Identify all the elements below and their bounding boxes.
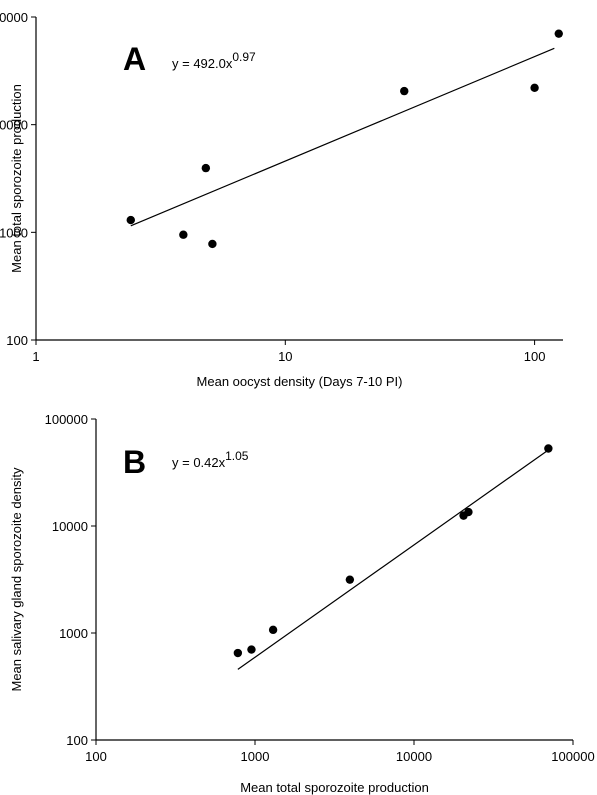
panel-a-x-tick-label: 10 bbox=[278, 349, 292, 364]
panel-a-ticks: 100 1000 10000 100000 1 10 100 bbox=[0, 10, 545, 364]
panel-a-x-axis-title: Mean oocyst density (Days 7-10 PI) bbox=[197, 374, 403, 389]
panel-a-fit-line bbox=[130, 47, 555, 227]
panel-a-equation-exponent: 0.97 bbox=[232, 50, 256, 64]
panel-b-equation-base: y = 0.42x bbox=[172, 455, 226, 470]
panel-b-x-tick-label: 1000 bbox=[241, 749, 270, 764]
panel-b-data-point bbox=[247, 645, 256, 654]
panel-b-x-tick-label: 100000 bbox=[551, 749, 594, 764]
panel-a-equation-base: y = 492.0x bbox=[172, 56, 233, 71]
panel-b-points bbox=[233, 444, 553, 658]
panel-a-points bbox=[126, 29, 563, 249]
panel-b-ticks: 100 1000 10000 100000 100 1000 10000 100000 bbox=[45, 412, 595, 764]
panel-a-y-tick-label: 1000 bbox=[0, 225, 28, 240]
panel-a-data-point bbox=[208, 239, 217, 249]
panel-a-data-point bbox=[400, 86, 409, 96]
panel-a-data-point bbox=[179, 230, 188, 239]
panel-b-data-point bbox=[544, 444, 553, 453]
panel-b-y-tick-label: 1000 bbox=[59, 626, 88, 641]
panel-b-x-tick-label: 10000 bbox=[396, 749, 432, 764]
panel-b-data-point bbox=[268, 625, 278, 635]
panel-a-data-point bbox=[530, 83, 539, 92]
panel-b-equation-exponent: 1.05 bbox=[225, 449, 249, 463]
panel-b-y-tick-label: 100000 bbox=[45, 412, 88, 427]
panel-b-fit-line bbox=[237, 449, 549, 670]
panel-a-y-tick-label: 100000 bbox=[0, 10, 28, 25]
panel-b-fit-group bbox=[237, 449, 549, 670]
panel-a-y-tick-label: 10000 bbox=[0, 118, 28, 133]
panel-b-data-point bbox=[345, 575, 355, 584]
panel-a: 100 1000 10000 100000 1 10 100 A y = 492.0x0.9… bbox=[0, 10, 563, 389]
panel-a-x-tick-label: 1 bbox=[32, 349, 39, 364]
panel-a-data-point bbox=[201, 163, 211, 173]
panel-b-data-point bbox=[233, 648, 243, 658]
panel-b-data-point bbox=[464, 507, 473, 517]
panel-a-y-tick-label: 100 bbox=[6, 333, 28, 348]
panel-b-y-tick-label: 10000 bbox=[52, 519, 88, 534]
panel-b: 100 1000 10000 100000 100 1000 10000 100000 B y… bbox=[9, 412, 595, 795]
panel-a-data-point bbox=[554, 29, 563, 38]
panel-a-equation: y = 492.0x0.97 bbox=[172, 50, 256, 71]
panel-b-x-axis-title: Mean total sporozoite production bbox=[240, 780, 429, 795]
panel-a-y-axis-title: Mean total sporozoite production bbox=[9, 84, 24, 273]
panel-b-y-tick-label: 100 bbox=[66, 733, 88, 748]
panel-a-fit-group bbox=[130, 47, 555, 227]
panel-b-x-tick-label: 100 bbox=[85, 749, 107, 764]
panel-a-data-point bbox=[126, 215, 135, 225]
panel-b-letter: B bbox=[123, 444, 146, 480]
panel-a-x-tick-label: 100 bbox=[524, 349, 546, 364]
panel-b-equation: y = 0.42x1.05 bbox=[172, 449, 249, 470]
panel-a-letter: A bbox=[123, 41, 146, 77]
panel-b-y-axis-title: Mean salivary gland sporozoite density bbox=[9, 467, 24, 692]
